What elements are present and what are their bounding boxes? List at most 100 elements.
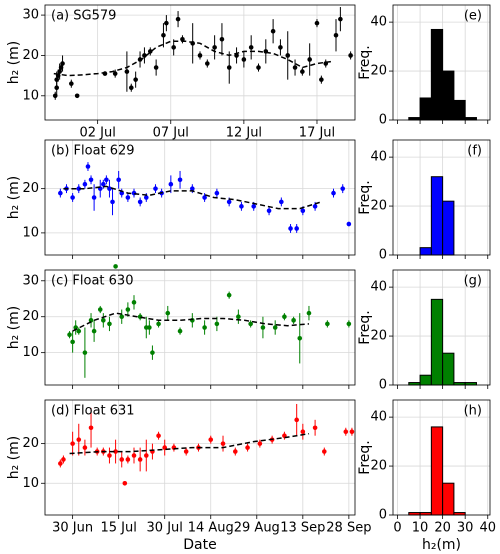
data-point xyxy=(153,186,158,191)
trend-line xyxy=(69,432,310,455)
data-point xyxy=(212,45,217,50)
data-point xyxy=(88,425,94,431)
histogram-bar xyxy=(430,28,444,121)
data-point xyxy=(214,190,220,196)
data-point xyxy=(241,57,247,62)
data-point xyxy=(270,28,276,34)
y-tick-label: 40 xyxy=(370,410,387,425)
y-axis-label: h₂ (m) xyxy=(6,306,22,350)
data-point xyxy=(137,314,143,320)
data-point xyxy=(70,339,75,345)
data-point xyxy=(314,20,320,26)
data-point xyxy=(175,16,181,22)
data-point xyxy=(248,321,253,327)
panel-label: (g) xyxy=(464,274,482,289)
data-point xyxy=(331,190,336,196)
data-point xyxy=(177,177,183,183)
data-point xyxy=(226,292,232,298)
data-point xyxy=(107,453,112,458)
data-point xyxy=(168,181,174,187)
data-point xyxy=(101,181,106,187)
y-axis-label: h₂ (m) xyxy=(6,176,22,220)
y-axis-label: Freq. xyxy=(357,45,373,79)
y-tick-label: 0 xyxy=(379,378,387,393)
x-tick-label: 12 Jul xyxy=(226,126,262,141)
data-point xyxy=(300,208,306,214)
y-tick-label: 0 xyxy=(379,508,387,523)
data-point xyxy=(226,199,232,205)
panel-label: (f) xyxy=(467,144,482,159)
data-point xyxy=(137,457,143,462)
data-point xyxy=(239,204,244,209)
data-point xyxy=(338,16,343,22)
data-point xyxy=(82,350,88,355)
data-point xyxy=(251,204,257,209)
y-tick-label: 30 xyxy=(22,8,39,23)
histogram-bar xyxy=(419,374,432,386)
x-tick-label: 17 Jul xyxy=(299,126,335,141)
y-tick-label: 0 xyxy=(379,113,387,128)
data-point xyxy=(208,437,214,442)
data-point xyxy=(282,314,287,320)
panel-label: (d) Float 631 xyxy=(51,404,135,419)
data-point xyxy=(150,350,155,355)
data-point xyxy=(205,61,210,66)
histogram-bar xyxy=(442,200,455,256)
data-point xyxy=(82,181,88,187)
data-point xyxy=(333,32,339,38)
data-point xyxy=(70,195,75,200)
histogram-bar xyxy=(419,97,432,121)
data-point xyxy=(156,321,161,327)
data-point xyxy=(131,453,137,458)
data-point xyxy=(346,321,352,327)
plot-frame xyxy=(44,269,356,386)
data-point xyxy=(220,441,226,446)
y-tick-label: 40 xyxy=(370,150,387,165)
x-axis-label: h₂(m) xyxy=(422,537,461,553)
data-point xyxy=(128,85,134,91)
y-tick-label: 10 xyxy=(22,225,39,240)
data-point xyxy=(288,226,293,231)
data-point xyxy=(190,186,195,191)
y-axis-label: h₂ (m) xyxy=(6,436,22,480)
x-tick-label: 02 Jul xyxy=(79,126,115,141)
data-point xyxy=(219,36,225,42)
y-axis-label: h₂ (m) xyxy=(6,41,22,85)
data-point xyxy=(91,328,97,334)
x-tick-label: 28 Sep xyxy=(326,521,371,536)
trend-line xyxy=(53,40,332,77)
data-point xyxy=(76,437,82,442)
panel-label: (e) xyxy=(464,9,482,24)
data-point xyxy=(142,53,147,58)
data-point xyxy=(171,45,176,50)
y-tick-label: 20 xyxy=(370,329,387,344)
y-tick-label: 20 xyxy=(370,459,387,474)
plot-frame xyxy=(44,399,356,516)
plot-frame xyxy=(44,4,356,121)
y-tick-label: 40 xyxy=(370,15,387,30)
panel-label: (h) xyxy=(464,404,482,419)
data-point xyxy=(340,186,346,191)
histogram-bar xyxy=(430,426,444,516)
data-point xyxy=(153,65,159,70)
data-point xyxy=(58,190,63,196)
y-tick-label: 20 xyxy=(22,309,39,324)
x-tick-label: 30 Jun xyxy=(52,521,93,536)
data-point xyxy=(312,425,318,431)
x-tick-label: 30 xyxy=(457,521,474,536)
plot-frame xyxy=(392,139,491,256)
data-point xyxy=(319,77,324,82)
data-point xyxy=(349,429,355,435)
data-point xyxy=(88,318,94,323)
histogram-bar xyxy=(442,352,455,386)
data-point xyxy=(143,453,149,458)
x-tick-label: 20 xyxy=(434,521,451,536)
y-tick-label: 20 xyxy=(22,181,39,196)
data-point xyxy=(165,310,171,316)
x-tick-label: 40 xyxy=(479,521,496,536)
histogram-bar xyxy=(442,482,455,516)
data-point xyxy=(300,69,305,74)
data-point xyxy=(143,195,149,200)
data-point xyxy=(67,332,72,337)
data-point xyxy=(322,449,327,454)
